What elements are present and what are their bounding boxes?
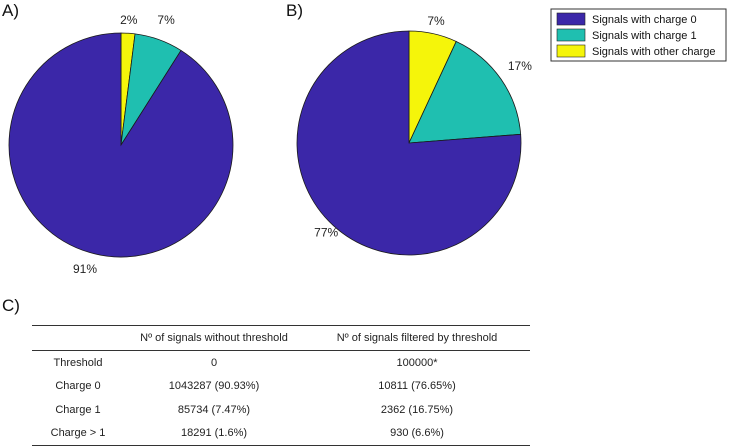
panel-label-c: C) xyxy=(2,296,20,315)
pie-percent-label: 17% xyxy=(508,59,532,73)
table-header-filtered-by-threshold: Nº of signals filtered by threshold xyxy=(304,325,530,351)
legend-swatch-other-charge xyxy=(556,44,586,58)
pie-percent-label: 7% xyxy=(157,13,175,27)
legend-swatch-charge-1 xyxy=(556,28,586,42)
pie-percent-label: 2% xyxy=(120,13,138,27)
panel-label-a: A) xyxy=(2,1,19,20)
table-row: Charge 1 85734 (7.47%) 2362 (16.75%) xyxy=(32,398,530,422)
table-cell: 0 xyxy=(210,356,218,369)
legend-label-charge-0: Signals with charge 0 xyxy=(592,14,697,26)
table-row-label: Charge 0 xyxy=(55,380,101,393)
pie-slice xyxy=(296,30,522,256)
table-row-label: Threshold xyxy=(53,356,103,369)
table-cell: 1043287 (90.93%) xyxy=(168,380,260,393)
table-cell: 85734 (7.47%) xyxy=(177,403,251,416)
pie-percent-label: 7% xyxy=(427,14,445,28)
table-cell: 10811 (76.65%) xyxy=(378,380,456,393)
table-cell: 18291 (1.6%) xyxy=(124,421,304,446)
pie-slice xyxy=(8,32,234,258)
table-row-label: Charge > 1 xyxy=(32,421,124,446)
legend-swatch-charge-0 xyxy=(556,12,586,26)
legend-label-charge-1: Signals with charge 1 xyxy=(592,30,697,42)
pie-chart-a: 2% 7% 91% xyxy=(8,13,234,276)
pie-chart-b: 7% 17% 77% xyxy=(296,14,532,256)
signals-table: Nº of signals without threshold Nº of si… xyxy=(32,325,530,446)
table-header-without-threshold: Nº of signals without threshold xyxy=(124,325,304,351)
table-header-row: Nº of signals without threshold Nº of si… xyxy=(32,325,530,351)
pie-percent-label: 91% xyxy=(73,262,97,276)
table-row: Charge > 1 18291 (1.6%) 930 (6.6%) xyxy=(32,421,530,446)
pie-slice xyxy=(408,40,522,144)
table-cell: 2362 (16.75%) xyxy=(380,403,454,416)
legend: Signals with charge 0 Signals with charg… xyxy=(550,8,727,62)
table-row-label: Charge 1 xyxy=(55,403,101,416)
table-cell: 930 (6.6%) xyxy=(304,421,530,446)
table-row: Charge 0 1043287 (90.93%) 10811 (76.65%) xyxy=(32,375,530,399)
table-header-blank xyxy=(32,325,124,351)
panel-label-b: B) xyxy=(286,1,303,20)
pie-percent-label: 77% xyxy=(314,226,338,240)
table-row: Threshold 0 100000* xyxy=(32,351,530,375)
table-cell: 100000* xyxy=(396,356,438,369)
legend-label-other-charge: Signals with other charge xyxy=(592,46,716,58)
